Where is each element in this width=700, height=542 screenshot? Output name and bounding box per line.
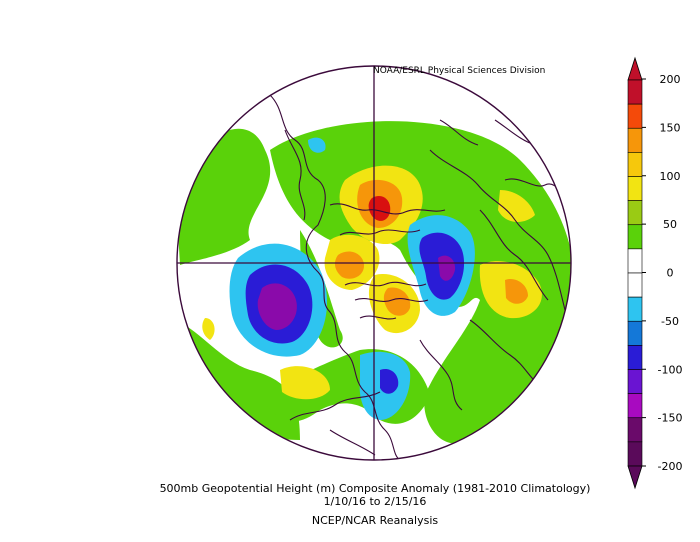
colorbar-tick-label: -50: [661, 315, 679, 328]
colorbar-tick-label: -100: [658, 363, 683, 376]
colorbar-swatch: [627, 248, 643, 274]
colorbar-tick-label: 200: [660, 73, 681, 86]
colorbar-tick-label: -200: [658, 460, 683, 473]
colorbar-swatch: [627, 127, 643, 153]
colorbar-swatch: [627, 345, 643, 370]
colorbar-tick-label: 100: [660, 170, 681, 183]
colorbar-swatch: [627, 417, 643, 443]
colorbar-swatch: [627, 152, 643, 177]
caption-line-3: NCEP/NCAR Reanalysis: [311, 514, 439, 527]
polar-map: [177, 66, 571, 460]
coastlines: [269, 94, 571, 460]
colorbar-swatch: [627, 320, 643, 346]
colorbar-arrow-bottom: [627, 465, 643, 490]
colorbar-tick-label: 0: [667, 267, 674, 280]
colorbar-swatch: [627, 200, 643, 226]
colorbar-swatch: [627, 79, 643, 105]
colorbar-tick-label: 150: [660, 121, 681, 134]
colorbar-arrow-top: [627, 56, 643, 81]
colorbar-swatch: [627, 441, 643, 467]
colorbar-swatch: [627, 103, 643, 129]
colorbar-swatch: [627, 272, 643, 298]
colorbar-tick-label: -150: [658, 412, 683, 425]
meridian-lines: [177, 66, 571, 460]
colorbar-swatch: [627, 393, 643, 419]
credit-text: NOAA/ESRL Physical Sciences Division: [373, 66, 546, 76]
colorbar: 200 150 100 50 0 -50 -100 -150 -200: [627, 56, 683, 490]
colorbar-swatch: [627, 224, 643, 250]
negative-anomaly-max: [257, 255, 456, 330]
colorbar-swatch: [627, 176, 643, 201]
colorbar-tick-label: 50: [663, 218, 677, 231]
caption-line-2: 1/10/16 to 2/15/16: [323, 495, 427, 508]
colorbar-swatch: [627, 296, 643, 322]
caption-line-1: 500mb Geopotential Height (m) Composite …: [159, 482, 591, 495]
colorbar-swatch: [627, 369, 643, 394]
map-border: [176, 65, 572, 461]
